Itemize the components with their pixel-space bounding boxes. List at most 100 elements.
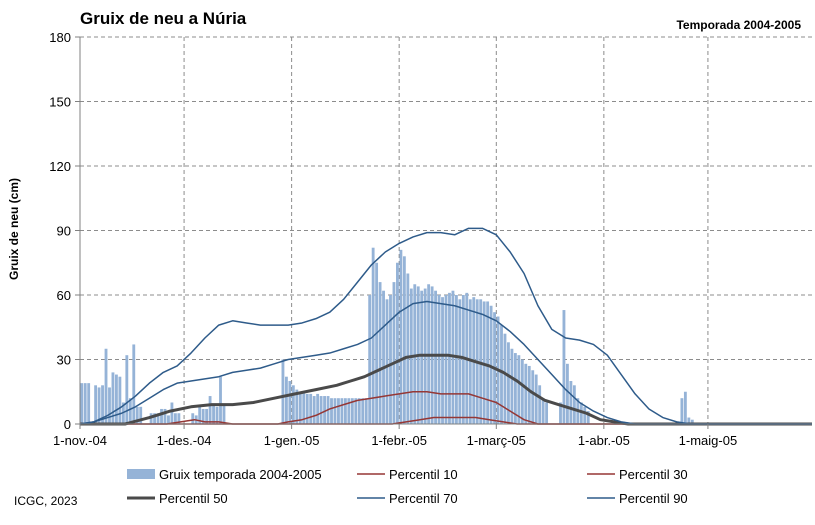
snow-bar xyxy=(448,292,451,424)
legend-label: Percentil 70 xyxy=(389,491,458,506)
snow-bar xyxy=(132,344,136,424)
snow-bar xyxy=(288,381,292,424)
snow-bar xyxy=(389,295,392,424)
snow-bar xyxy=(167,415,170,424)
snow-bar xyxy=(347,398,351,424)
snow-bar xyxy=(115,374,118,424)
snow-bar xyxy=(368,295,372,424)
snow-bar xyxy=(83,383,87,424)
snow-bar xyxy=(340,398,344,424)
snow-bar xyxy=(489,305,493,424)
x-tick-label: 1-gen.-05 xyxy=(264,433,320,448)
snow-bar xyxy=(219,376,222,424)
snow-bar xyxy=(541,398,545,424)
snow-bar xyxy=(479,299,483,424)
snow-bar xyxy=(212,404,215,424)
snow-bar xyxy=(337,398,340,424)
snow-bar xyxy=(170,402,174,424)
snow-bar xyxy=(198,404,202,424)
y-tick-label: 60 xyxy=(57,288,71,303)
snow-bar xyxy=(545,402,549,424)
snow-bar xyxy=(316,393,320,424)
snow-bar xyxy=(205,408,209,424)
snow-bar xyxy=(683,391,687,424)
snow-bar xyxy=(420,290,424,424)
snow-bar xyxy=(354,398,358,424)
legend-item: Percentil 30 xyxy=(587,467,688,482)
snow-bar xyxy=(569,381,573,424)
snow-bar xyxy=(468,299,472,424)
snow-bar xyxy=(441,297,444,424)
snow-bar xyxy=(583,406,587,424)
snow-bar xyxy=(153,413,157,424)
snow-bar xyxy=(163,408,167,424)
y-tick-label: 150 xyxy=(49,95,71,110)
snow-bar xyxy=(687,417,691,424)
snow-bar xyxy=(201,408,205,424)
snow-bar xyxy=(507,342,510,424)
snow-bar xyxy=(108,387,111,424)
snow-bar xyxy=(378,282,382,424)
snow-bar xyxy=(97,387,101,424)
y-tick-label: 180 xyxy=(49,30,71,45)
y-tick-label: 90 xyxy=(57,224,71,239)
snow-depth-bars xyxy=(80,247,694,424)
snow-bar xyxy=(503,333,507,424)
snow-bar xyxy=(375,262,379,424)
chart-title: Gruix de neu a Núria xyxy=(80,9,247,28)
snow-bar xyxy=(111,372,115,424)
snow-bar xyxy=(517,355,521,424)
snow-bar xyxy=(135,406,139,424)
snow-bar xyxy=(323,396,326,424)
snow-bar xyxy=(486,301,490,424)
axes xyxy=(75,36,812,429)
legend-item: Percentil 50 xyxy=(127,491,228,506)
snow-bar xyxy=(413,284,417,424)
legend-label: Percentil 10 xyxy=(389,467,458,482)
snow-bar xyxy=(524,363,528,424)
snow-bar xyxy=(527,365,531,424)
snow-bar xyxy=(444,295,448,424)
snow-bar xyxy=(392,282,396,424)
y-tick-label: 120 xyxy=(49,159,71,174)
snow-bar xyxy=(566,363,569,424)
snow-bar xyxy=(562,310,566,424)
x-tick-label: 1-abr.-05 xyxy=(578,433,630,448)
x-tick-labels: 1-nov.-04 1-des.-04 1-gen.-05 1-febr.-05 1-m… xyxy=(53,433,737,448)
snow-bar xyxy=(312,396,316,424)
gridlines xyxy=(80,36,812,424)
snow-bar xyxy=(461,295,465,424)
snow-bar xyxy=(572,385,576,424)
snow-bar xyxy=(173,413,177,424)
snow-bar xyxy=(281,359,285,424)
source-note: ICGC, 2023 xyxy=(14,494,78,508)
percentile-lines xyxy=(79,227,812,426)
snow-bar xyxy=(406,273,410,424)
legend: Gruix temporada 2004-2005 Percentil 10 Per… xyxy=(127,467,688,506)
snow-bar xyxy=(101,385,104,424)
snow-bar xyxy=(579,402,583,424)
series-line-percentil-10 xyxy=(80,416,812,425)
snow-bar xyxy=(291,385,295,424)
x-tick-label: 1-febr.-05 xyxy=(371,433,427,448)
series-line-percentil-70 xyxy=(79,300,812,425)
snow-bar xyxy=(330,398,333,424)
snow-bar xyxy=(690,419,694,424)
snow-bar xyxy=(382,290,385,424)
legend-label: Gruix temporada 2004-2005 xyxy=(159,467,322,482)
legend-item: Percentil 70 xyxy=(357,491,458,506)
snow-bar xyxy=(298,391,302,424)
snow-bar xyxy=(385,299,389,424)
x-tick-label: 1-nov.-04 xyxy=(53,433,107,448)
snow-bar xyxy=(104,348,108,424)
snow-bar xyxy=(319,396,323,424)
legend-item: Percentil 90 xyxy=(587,491,688,506)
snow-bar xyxy=(305,393,309,424)
snow-bar xyxy=(333,398,337,424)
chart-subtitle: Temporada 2004-2005 xyxy=(676,18,801,32)
snow-bar xyxy=(156,413,160,424)
snow-bar xyxy=(586,411,590,424)
legend-swatch xyxy=(127,469,155,479)
snow-bar xyxy=(215,406,219,424)
snow-bar xyxy=(534,374,538,424)
